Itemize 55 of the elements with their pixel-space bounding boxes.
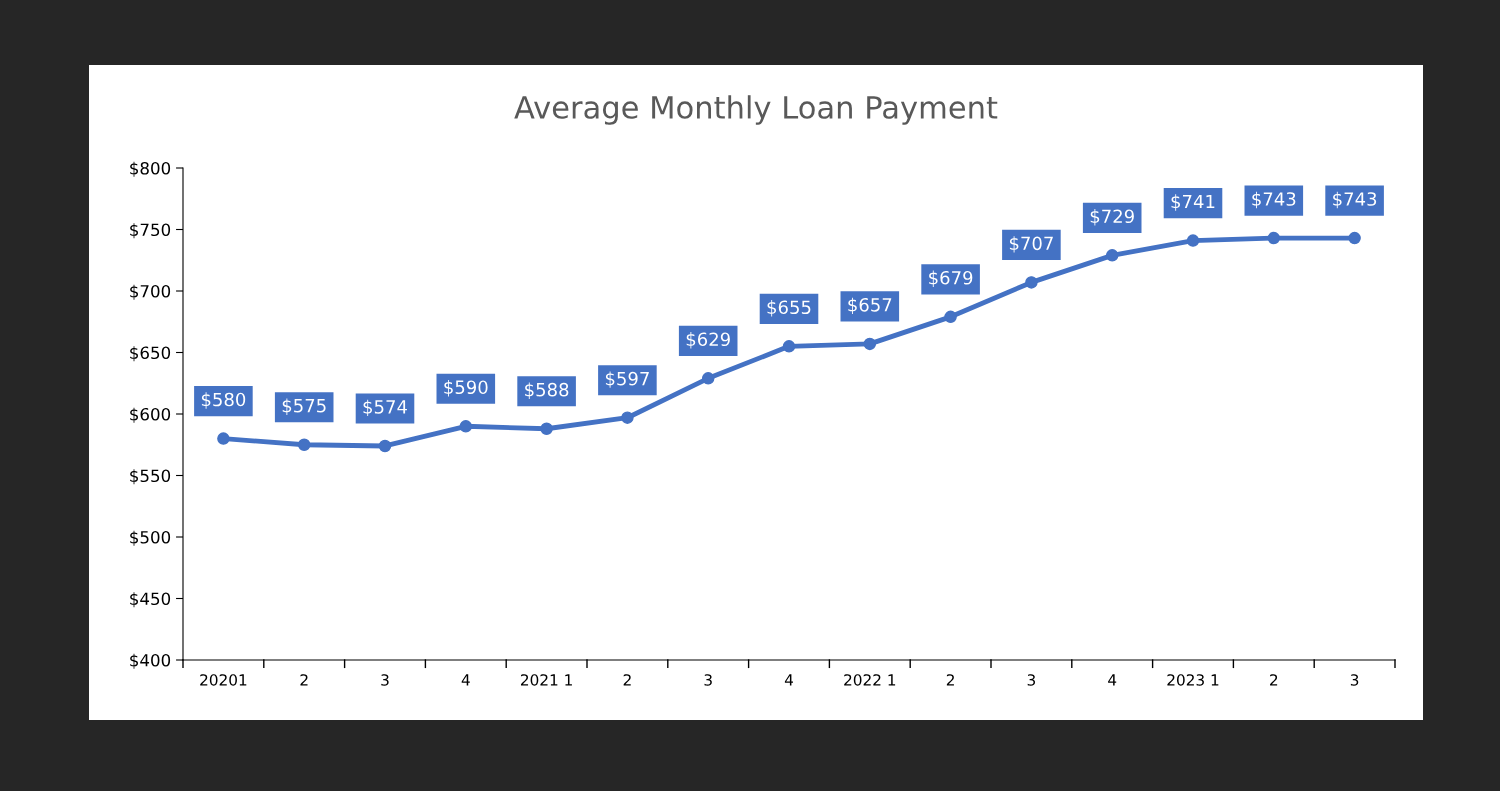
data-label: $707 — [1009, 236, 1053, 253]
data-label: $590 — [444, 380, 488, 397]
data-label: $655 — [767, 300, 811, 317]
point — [540, 422, 553, 436]
y-tick-label: $800 — [130, 161, 171, 177]
data-label: $741 — [1171, 194, 1215, 211]
data-label: $743 — [1333, 191, 1377, 209]
x-tick-label: 3 — [1027, 674, 1036, 686]
point — [782, 340, 796, 353]
data-label: $743 — [1252, 191, 1296, 209]
y-tick-label: $500 — [130, 530, 171, 546]
y-tick-label: $650 — [130, 346, 171, 362]
point — [1348, 231, 1361, 245]
x-tick-label: 20201 — [200, 674, 247, 686]
y-tick-label: $600 — [130, 407, 171, 423]
x-tick-label: 2 — [300, 674, 308, 686]
y-tick-label: $750 — [130, 223, 171, 239]
x-tick-label: 2023 1 — [1167, 674, 1219, 686]
y-tick-label: $550 — [130, 469, 171, 485]
data-label: $679 — [929, 270, 973, 287]
x-tick-label: 2 — [1270, 674, 1278, 686]
point — [944, 310, 957, 324]
point — [1025, 276, 1038, 289]
y-tick-label: $700 — [130, 284, 171, 300]
x-tick-label: 3 — [1350, 674, 1359, 686]
x-tick-label: 3 — [381, 674, 389, 686]
y-tick-label: $450 — [130, 592, 171, 608]
data-label: $629 — [686, 332, 730, 349]
point — [863, 337, 877, 351]
data-label: $657 — [848, 297, 892, 315]
x-tick-label: 3 — [704, 674, 712, 686]
point — [621, 411, 634, 424]
chart-title: Average Monthly Loan Payment — [514, 95, 998, 125]
point — [1186, 234, 1200, 247]
x-tick-label: 2 — [623, 674, 631, 686]
x-tick-label: 4 — [1108, 674, 1117, 686]
point — [378, 439, 392, 453]
point — [217, 432, 230, 445]
data-label: $575 — [282, 398, 326, 415]
data-label: $580 — [201, 392, 246, 409]
data-label: $588 — [525, 382, 569, 399]
x-tick-label: 2021 1 — [520, 674, 572, 686]
x-tick-label: 2022 1 — [844, 674, 896, 686]
y-tick-label: $400 — [130, 653, 171, 669]
point — [1267, 231, 1281, 245]
data-label: $574 — [363, 399, 407, 417]
x-tick-label: 4 — [461, 674, 470, 686]
point — [459, 420, 473, 433]
point — [297, 438, 311, 452]
point — [1105, 249, 1119, 262]
data-label: $597 — [605, 371, 649, 388]
x-tick-label: 4 — [784, 674, 793, 686]
data-label: $729 — [1090, 209, 1134, 226]
point — [701, 372, 715, 385]
x-tick-label: 2 — [946, 674, 954, 686]
